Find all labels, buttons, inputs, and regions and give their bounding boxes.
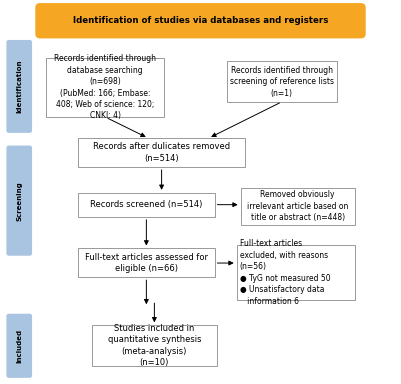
FancyBboxPatch shape — [227, 61, 337, 102]
Text: Records identified through
screening of reference lists
(n=1): Records identified through screening of … — [230, 66, 334, 98]
Text: Records screened (n=514): Records screened (n=514) — [90, 200, 203, 209]
FancyBboxPatch shape — [6, 314, 32, 378]
Text: Identification of studies via databases and registers: Identification of studies via databases … — [73, 16, 328, 25]
FancyBboxPatch shape — [237, 245, 355, 300]
Text: Full-text articles
excluded, with reasons
(n=56)
● TyG not measured 50
● Unsatis: Full-text articles excluded, with reason… — [240, 239, 330, 306]
FancyBboxPatch shape — [78, 138, 245, 167]
FancyBboxPatch shape — [6, 146, 32, 256]
FancyBboxPatch shape — [241, 188, 355, 225]
Text: Screening: Screening — [16, 181, 22, 220]
FancyBboxPatch shape — [78, 193, 215, 217]
Text: Full-text articles assessed for
eligible (n=66): Full-text articles assessed for eligible… — [85, 253, 208, 273]
Text: Records after dulicates removed
(n=514): Records after dulicates removed (n=514) — [93, 142, 230, 163]
Text: Removed obviously
irrelevant article based on
title or abstract (n=448): Removed obviously irrelevant article bas… — [247, 190, 348, 222]
FancyBboxPatch shape — [35, 3, 366, 38]
Text: Included: Included — [16, 329, 22, 363]
Text: Studies included in
quantitative synthesis
(meta-analysis)
(n=10): Studies included in quantitative synthes… — [107, 324, 201, 367]
Text: Identification: Identification — [16, 60, 22, 113]
FancyBboxPatch shape — [46, 58, 164, 117]
FancyBboxPatch shape — [92, 325, 217, 366]
Text: Records identified through
database searching
(n=698)
(PubMed: 166; Embase:
408;: Records identified through database sear… — [54, 54, 156, 121]
FancyBboxPatch shape — [6, 40, 32, 133]
FancyBboxPatch shape — [78, 248, 215, 277]
